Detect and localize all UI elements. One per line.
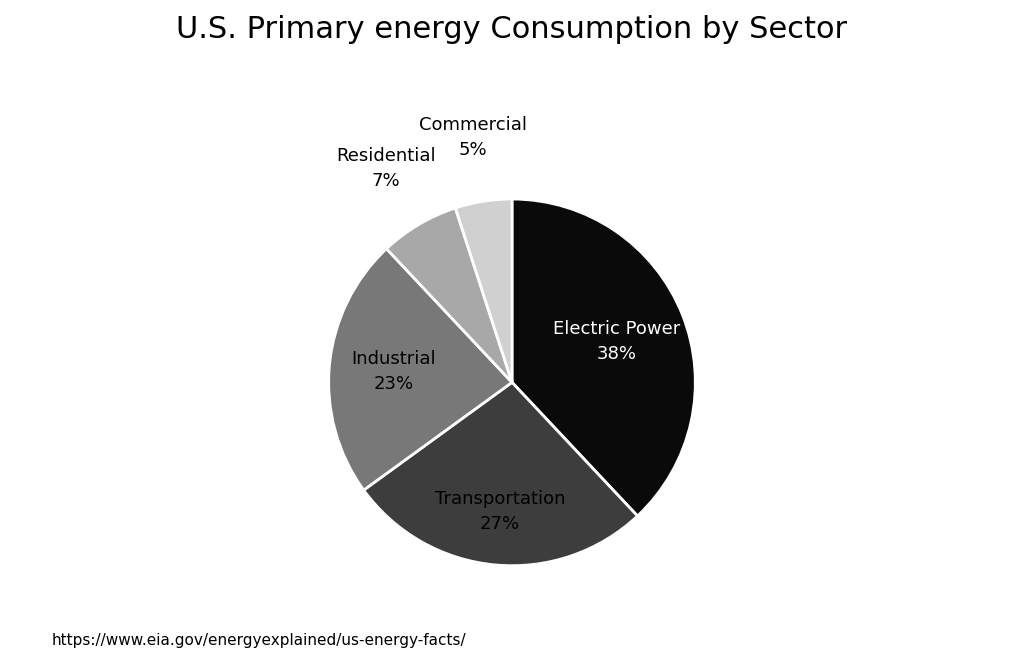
Text: Residential
7%: Residential 7% — [336, 148, 435, 190]
Wedge shape — [364, 382, 638, 566]
Text: Industrial
23%: Industrial 23% — [351, 349, 436, 393]
Title: U.S. Primary energy Consumption by Sector: U.S. Primary energy Consumption by Secto… — [176, 15, 848, 44]
Text: Electric Power
38%: Electric Power 38% — [553, 319, 680, 363]
Wedge shape — [329, 248, 512, 490]
Wedge shape — [456, 199, 512, 382]
Text: Transportation
27%: Transportation 27% — [434, 490, 565, 532]
Text: Commercial
5%: Commercial 5% — [419, 116, 527, 159]
Wedge shape — [386, 208, 512, 382]
Text: https://www.eia.gov/energyexplained/us-energy-facts/: https://www.eia.gov/energyexplained/us-e… — [51, 633, 466, 648]
Wedge shape — [512, 199, 695, 516]
